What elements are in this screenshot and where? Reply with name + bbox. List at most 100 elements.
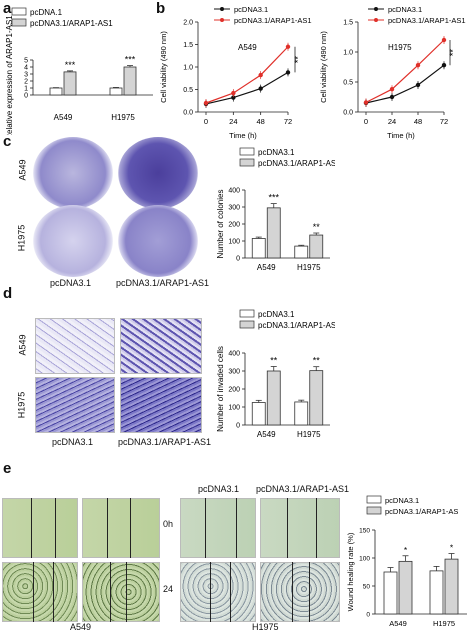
scratch-line <box>53 562 54 622</box>
legend-label: pcDNA3.1 <box>388 5 422 14</box>
time-label-24: 24 <box>163 584 174 594</box>
bar-pcDNA3.1/ARAP1-AS1-H1975 <box>309 370 324 426</box>
significance-mark: *** <box>65 60 76 70</box>
row-label-d-h1975: H1975 <box>16 391 27 419</box>
y-tick-label: 0.0 <box>343 110 353 117</box>
legend-label: pcDNA3.1 <box>258 148 295 157</box>
data-point-1-3 <box>441 37 447 43</box>
chart-c-colonies: pcDNA3.1 pcDNA3.1/ARAP1-AS1 0 100 200 300 400N… <box>216 147 335 272</box>
series-line-0 <box>365 64 445 104</box>
wound-h1975-arap1-24h <box>260 562 340 622</box>
category-label: H1975 <box>297 430 321 439</box>
bar-pcDNA3.1-H1975 <box>429 570 444 615</box>
legend-label: pcDNA3.1 <box>385 496 419 505</box>
series-line-1 <box>365 39 445 103</box>
scratch-line <box>210 562 211 622</box>
y-axis-label: Cell viability (490 nm) <box>319 31 328 103</box>
y-axis-label: Relative expression of ARAP1-AS1 <box>5 15 14 135</box>
legend-swatch <box>11 18 27 27</box>
group-label-a549: A549 <box>70 622 92 632</box>
y-tick-label: 100 <box>228 239 240 246</box>
legend-label: pcDNA3.1/ARAP1-AS1 <box>258 321 335 330</box>
significance-mark: ** <box>313 356 321 366</box>
y-tick-label: 0.0 <box>183 110 193 117</box>
scratch-line <box>33 562 34 622</box>
y-tick-label: 0.5 <box>343 80 353 87</box>
y-tick-label: 200 <box>228 222 240 229</box>
y-tick-label: 3 <box>24 72 28 79</box>
bar-pcDNA3.1/ARAP1-AS1-A549 <box>63 71 77 96</box>
significance-mark: ** <box>293 56 303 64</box>
col-label-d-arap1: pcDNA3.1/ARAP1-AS1 <box>118 437 212 447</box>
col-label-d-control: pcDNA3.1 <box>52 437 94 447</box>
chart-d-invasion: pcDNA3.1 pcDNA3.1/ARAP1-AS1 0 100 200 300 400N… <box>216 309 335 439</box>
row-label-c-h1975: H1975 <box>16 224 27 252</box>
bar-pcDNA3.1-A549 <box>383 571 398 615</box>
category-label: H1975 <box>297 263 321 272</box>
legend-label: pcDNA3.1/ARAP1-AS1 <box>258 159 335 168</box>
col-label-e-arap1: pcDNA3.1/ARAP1-AS1 <box>256 484 350 494</box>
y-tick-label: 1.5 <box>183 42 193 49</box>
scratch-line <box>309 562 310 622</box>
panel-letter-e: e <box>3 460 12 477</box>
data-point-1-1 <box>231 90 236 96</box>
bar-pcDNA3.1/ARAP1-AS1-H1975 <box>309 234 324 259</box>
y-tick-label: 100 <box>359 556 370 563</box>
transwell-h1975-arap1 <box>120 377 202 433</box>
y-tick-label: 50 <box>363 584 371 591</box>
bar-pcDNA3.1/ARAP1-AS-A549 <box>398 560 413 615</box>
category-label: H1975 <box>111 113 135 122</box>
legend-swatch <box>239 158 255 167</box>
y-tick-label: 300 <box>228 205 240 212</box>
legend-swatch <box>239 309 255 318</box>
y-tick-label: 150 <box>359 528 370 535</box>
y-tick-label: 5 <box>24 58 28 65</box>
scratch-line <box>236 498 237 558</box>
y-tick-label: 2 <box>24 79 28 86</box>
legend-swatch <box>239 320 255 329</box>
y-tick-label: 400 <box>228 188 240 195</box>
series-line-1 <box>205 46 289 104</box>
wound-a549-arap1-0h <box>82 498 160 558</box>
panel-letter-c: c <box>3 133 12 150</box>
legend-marker <box>374 7 378 11</box>
y-tick-label: 400 <box>228 351 240 358</box>
chart-b-h1975-viability: pcDNA3.1 pcDNA3.1/ARAP1-AS1 0.0 0.5 1.0 1.5 0 2… <box>319 5 466 140</box>
scratch-line <box>126 562 127 622</box>
legend-swatch <box>366 506 382 515</box>
legend-label: pcDNA3.1/ARAP1-AS1 <box>30 19 113 28</box>
category-label: H1975 <box>433 619 455 628</box>
transwell-a549-control <box>35 318 115 374</box>
legend-swatch <box>239 147 255 156</box>
x-tick-label: 0 <box>204 117 208 126</box>
col-label-c-arap1: pcDNA3.1/ARAP1-AS1 <box>116 278 210 288</box>
significance-mark: ** <box>448 49 458 57</box>
y-tick-label: 0 <box>366 612 370 619</box>
y-axis-label: Wound healing rate (%) <box>346 532 355 611</box>
wound-h1975-arap1-0h <box>260 498 340 558</box>
category-label: A549 <box>389 619 407 628</box>
wound-h1975-control-24h <box>180 562 256 622</box>
row-label-d-a549: A549 <box>17 334 28 356</box>
significance-mark: * <box>404 545 408 555</box>
legend-label: pcDNA3.1 <box>234 5 268 14</box>
colony-dish-a549-control <box>33 137 113 209</box>
bar-pcDNA3.1/ARAP1-AS-H1975 <box>444 558 459 615</box>
group-label-h1975: H1975 <box>252 622 279 632</box>
significance-mark: * <box>450 543 454 553</box>
x-tick-label: 72 <box>284 117 292 126</box>
cell-line-annotation: H1975 <box>388 43 412 52</box>
scratch-line <box>107 498 108 558</box>
y-tick-label: 0 <box>24 93 28 100</box>
legend-label: pcDNA3.1/ARAP1-AS1 <box>388 16 466 25</box>
data-point-0-1 <box>389 94 395 100</box>
category-label: A549 <box>257 263 276 272</box>
time-label-0h: 0h <box>163 519 174 529</box>
legend-marker <box>220 18 224 22</box>
panel-letter-d: d <box>3 285 13 302</box>
cell-line-annotation: A549 <box>238 43 257 52</box>
legend-label: pcDNA3.1 <box>258 310 295 319</box>
x-tick-label: 48 <box>414 117 422 126</box>
legend-marker <box>220 7 224 11</box>
